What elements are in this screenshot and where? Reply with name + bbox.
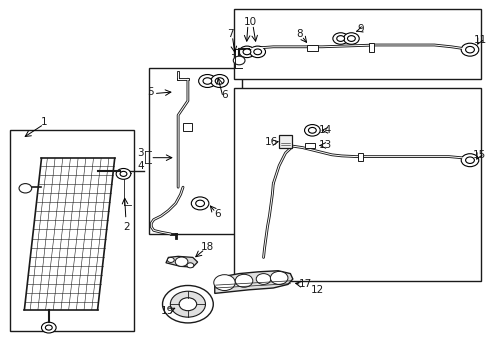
Circle shape [213, 275, 235, 291]
Circle shape [191, 197, 208, 210]
Text: 4: 4 [137, 161, 143, 171]
Text: 19: 19 [161, 306, 174, 316]
Circle shape [210, 75, 228, 87]
Circle shape [235, 274, 252, 287]
Circle shape [203, 78, 211, 84]
Circle shape [336, 36, 344, 41]
Circle shape [120, 171, 127, 176]
Circle shape [19, 184, 32, 193]
Circle shape [170, 291, 205, 317]
Text: 13: 13 [318, 140, 331, 150]
Circle shape [198, 75, 216, 87]
Text: 14: 14 [318, 125, 331, 135]
Circle shape [460, 154, 478, 167]
Circle shape [256, 274, 270, 284]
Circle shape [162, 285, 213, 323]
Text: 3: 3 [137, 148, 143, 158]
Text: 17: 17 [298, 279, 311, 289]
Text: 12: 12 [310, 285, 323, 295]
Text: 18: 18 [201, 242, 214, 252]
Text: 15: 15 [472, 150, 486, 160]
Bar [234, 88, 480, 281]
Circle shape [270, 271, 287, 284]
Bar [305, 143, 314, 148]
Bar [307, 45, 318, 51]
Bar [183, 123, 191, 131]
Text: 1: 1 [41, 117, 47, 127]
Bar [148, 68, 241, 234]
Text: 9: 9 [357, 24, 364, 34]
Bar [10, 130, 134, 331]
Circle shape [249, 46, 265, 58]
Circle shape [347, 36, 355, 41]
Bar [234, 9, 480, 79]
Circle shape [465, 46, 473, 53]
Circle shape [195, 200, 204, 207]
Polygon shape [165, 256, 197, 267]
Circle shape [253, 49, 261, 55]
Text: 16: 16 [264, 137, 278, 147]
Circle shape [116, 168, 130, 179]
Circle shape [304, 125, 320, 136]
Bar [358, 153, 363, 161]
Circle shape [465, 157, 473, 163]
Bar [279, 135, 291, 148]
Circle shape [45, 325, 52, 330]
Text: 11: 11 [473, 35, 487, 45]
Text: 10: 10 [244, 17, 256, 27]
Circle shape [243, 49, 250, 55]
Circle shape [167, 257, 174, 262]
Circle shape [179, 298, 196, 311]
Text: 8: 8 [296, 29, 303, 39]
Polygon shape [214, 271, 292, 293]
Circle shape [233, 56, 244, 65]
Text: 6: 6 [213, 209, 220, 219]
Text: 2: 2 [123, 222, 130, 232]
Circle shape [186, 263, 193, 268]
Circle shape [343, 33, 359, 44]
Circle shape [215, 78, 224, 84]
Circle shape [239, 46, 254, 58]
Circle shape [175, 257, 187, 266]
Text: 6: 6 [221, 90, 227, 100]
Text: 7: 7 [226, 29, 233, 39]
Circle shape [460, 43, 478, 56]
Text: 5: 5 [147, 87, 153, 97]
Bar [369, 43, 374, 52]
Circle shape [41, 322, 56, 333]
Circle shape [332, 33, 348, 44]
Circle shape [308, 127, 316, 133]
